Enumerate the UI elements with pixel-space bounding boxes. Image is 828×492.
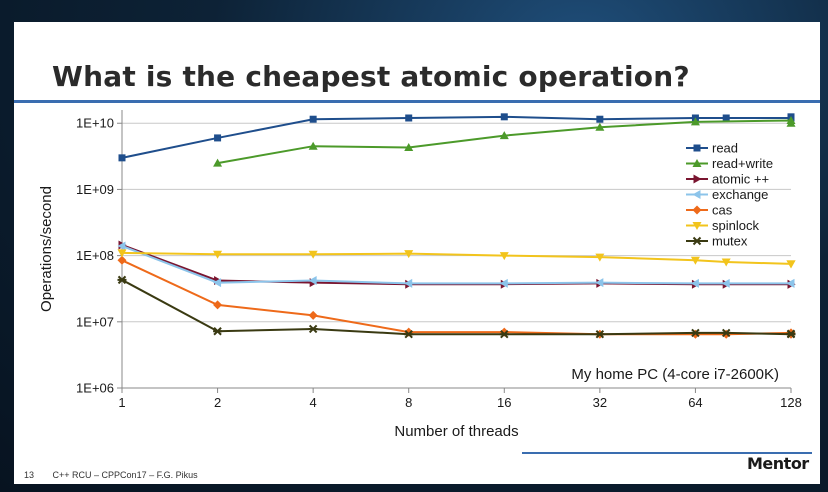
- data-point: [499, 329, 509, 339]
- data-point: [722, 114, 730, 122]
- data-point: [499, 131, 509, 140]
- data-point: [404, 250, 414, 259]
- legend-label: read+write: [712, 156, 773, 171]
- data-point: [117, 275, 127, 285]
- legend-label: spinlock: [712, 218, 759, 233]
- y-tick-label: 1E+09: [76, 182, 114, 197]
- data-point: [308, 324, 318, 334]
- x-axis-title: Number of threads: [394, 423, 518, 440]
- data-point: [404, 329, 414, 339]
- data-point: [786, 260, 796, 269]
- data-point: [595, 253, 605, 262]
- data-point: [405, 114, 413, 122]
- data-point: [404, 278, 413, 288]
- series-line-spinlock: [121, 251, 792, 265]
- legend-marker: [692, 190, 701, 199]
- mentor-logo: Mentor: [747, 454, 809, 473]
- data-point: [786, 118, 796, 127]
- x-tick-label: 1: [118, 395, 125, 410]
- data-point: [690, 328, 700, 338]
- data-point: [721, 328, 731, 338]
- footer-divider: [522, 452, 812, 454]
- series-line-atomic-: [121, 244, 791, 286]
- data-point: [721, 278, 730, 288]
- x-tick-label: 64: [688, 395, 702, 410]
- data-point: [499, 252, 509, 261]
- x-tick-label: 16: [497, 395, 511, 410]
- legend-marker: [692, 205, 702, 215]
- data-point: [404, 142, 414, 151]
- title-divider: [14, 100, 820, 103]
- data-point: [595, 122, 605, 131]
- legend-marker: [692, 159, 702, 167]
- x-tick-label: 4: [310, 395, 317, 410]
- data-point: [596, 115, 604, 123]
- data-point: [595, 329, 605, 339]
- x-tick-label: 32: [593, 395, 607, 410]
- legend-marker: [693, 144, 701, 152]
- data-point: [786, 278, 795, 288]
- data-point: [118, 154, 126, 162]
- series-line-read-write: [217, 119, 792, 165]
- data-point: [690, 278, 699, 288]
- series-line-cas: [121, 259, 792, 336]
- series-line-mutex: [121, 278, 792, 336]
- data-point: [213, 278, 222, 288]
- data-point: [690, 117, 700, 126]
- data-point: [595, 278, 604, 288]
- y-tick-label: 1E+08: [76, 248, 114, 263]
- data-point: [499, 278, 508, 288]
- footer: 13 C++ RCU – CPPCon17 – F.G. Pikus: [24, 470, 198, 480]
- legend-label: atomic ++: [712, 172, 769, 187]
- legend-marker: [693, 174, 702, 184]
- data-point: [308, 141, 318, 150]
- data-point: [308, 250, 318, 259]
- x-tick-label: 2: [214, 395, 221, 410]
- y-tick-label: 1E+06: [76, 381, 114, 396]
- page-number: 13: [24, 470, 35, 480]
- logo-text: Mentor: [747, 454, 809, 473]
- data-point: [721, 258, 731, 267]
- legend-marker: [692, 236, 702, 246]
- data-point: [308, 276, 317, 286]
- y-tick-label: 1E+10: [76, 116, 114, 131]
- data-point: [213, 250, 223, 259]
- data-point: [213, 158, 223, 167]
- data-point: [214, 134, 222, 142]
- data-point: [213, 300, 223, 310]
- y-tick-label: 1E+07: [76, 314, 114, 329]
- legend-label: read: [712, 141, 738, 156]
- data-point: [309, 115, 317, 123]
- slide-title: What is the cheapest atomic operation?: [52, 60, 690, 93]
- y-axis-title: Operations/second: [38, 186, 55, 312]
- chart-annotation: My home PC (4-core i7-2600K): [571, 366, 779, 383]
- data-point: [500, 113, 508, 121]
- legend-label: cas: [712, 203, 733, 218]
- slide: What is the cheapest atomic operation? 1…: [14, 22, 820, 484]
- data-point: [213, 327, 223, 336]
- x-tick-label: 8: [405, 395, 412, 410]
- data-point: [308, 310, 318, 320]
- series-line-read: [121, 115, 792, 159]
- legend-marker: [692, 222, 702, 230]
- legend-label: mutex: [712, 234, 748, 249]
- footer-text: C++ RCU – CPPCon17 – F.G. Pikus: [52, 470, 198, 480]
- data-point: [786, 329, 796, 338]
- legend-label: exchange: [712, 187, 768, 202]
- data-point: [117, 249, 127, 258]
- chart: 1E+06 1E+07 1E+08 1E+09 1E+10 1 2 4 8 16 32 64 128 Nu…: [38, 110, 802, 440]
- x-tick-label: 128: [780, 395, 802, 410]
- data-point: [117, 241, 126, 251]
- series-line-exchange: [121, 245, 791, 285]
- data-point: [690, 256, 700, 265]
